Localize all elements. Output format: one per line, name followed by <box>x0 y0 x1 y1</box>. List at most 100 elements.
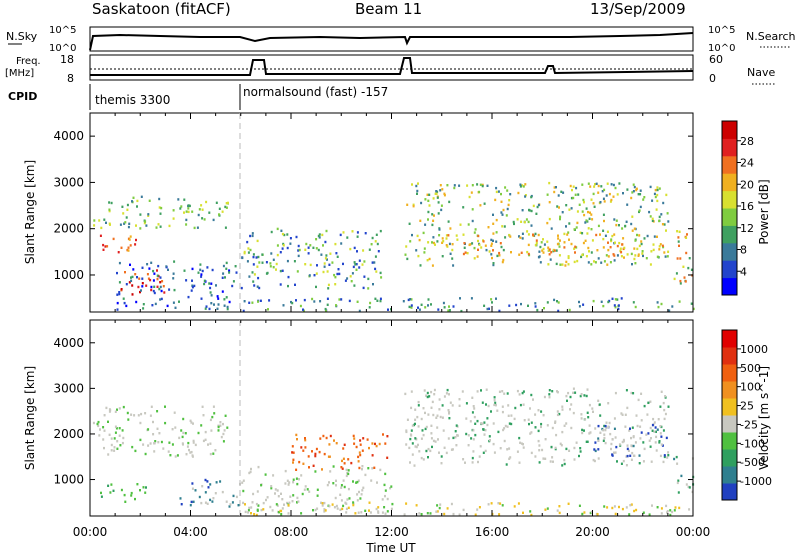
range-cell <box>478 506 481 509</box>
range-cell <box>183 211 185 214</box>
range-cell <box>325 229 328 233</box>
range-cell <box>631 263 633 266</box>
range-cell <box>584 418 587 421</box>
range-cell <box>613 304 616 307</box>
range-cell <box>366 438 369 441</box>
range-cell <box>472 450 475 453</box>
range-cell <box>214 449 217 452</box>
range-cell <box>578 305 581 308</box>
range-cell <box>140 195 143 198</box>
range-cell <box>647 432 650 435</box>
range-cell <box>161 280 164 283</box>
range-cell <box>286 479 289 482</box>
range-cell <box>591 407 594 410</box>
range-cell <box>287 483 290 486</box>
range-cell <box>410 304 413 307</box>
range-cell <box>193 226 196 230</box>
range-cell <box>496 409 499 412</box>
range-cell <box>160 297 163 301</box>
range-cell <box>153 285 156 288</box>
range-cell <box>347 506 350 509</box>
range-cell <box>610 183 613 186</box>
range-cell <box>247 247 250 250</box>
range-cell <box>456 238 459 241</box>
range-cell <box>423 251 426 254</box>
range-cell <box>189 504 192 507</box>
range-cell <box>384 494 386 498</box>
range-cell <box>569 408 571 411</box>
range-cell <box>647 401 650 404</box>
range-cell <box>688 257 691 260</box>
range-cell <box>103 429 106 432</box>
range-cell <box>561 211 564 214</box>
range-cell <box>200 273 203 276</box>
range-cell <box>128 238 131 241</box>
range-cell <box>420 417 423 421</box>
range-cell <box>588 424 591 427</box>
range-cell <box>108 410 111 413</box>
range-cell <box>367 467 370 470</box>
range-cell <box>194 489 197 492</box>
range-cell <box>152 289 155 293</box>
range-cell <box>488 307 490 310</box>
range-cell <box>333 439 335 442</box>
range-cell <box>242 501 245 505</box>
range-cell <box>543 395 546 399</box>
range-cell <box>643 447 646 451</box>
range-cell <box>553 249 556 252</box>
range-cell <box>671 510 674 514</box>
range-cell <box>423 389 426 392</box>
range-cell <box>296 438 298 441</box>
range-cell <box>298 478 300 481</box>
range-cell <box>559 442 562 445</box>
range-cell <box>409 461 411 464</box>
range-cell <box>505 214 508 217</box>
range-cell <box>684 280 687 283</box>
nave-tick-top: 60 <box>709 53 723 66</box>
range-cell <box>425 449 428 453</box>
range-cell <box>268 299 271 302</box>
range-cell <box>343 462 346 465</box>
range-cell <box>350 461 353 465</box>
colorbar-tick-label: 20 <box>740 178 754 191</box>
range-cell <box>304 446 307 449</box>
range-cell <box>492 262 495 265</box>
range-cell <box>355 445 358 449</box>
range-cell <box>676 462 679 465</box>
range-cell <box>594 449 597 453</box>
range-cell <box>361 468 363 471</box>
range-cell <box>588 403 591 407</box>
range-cell <box>587 227 590 230</box>
range-cell <box>606 263 609 266</box>
range-cell <box>308 466 310 469</box>
range-cell <box>235 495 238 499</box>
range-cell <box>604 424 607 428</box>
range-cell <box>347 472 350 476</box>
nsky-trace <box>89 32 694 51</box>
range-cell <box>181 435 184 439</box>
colorbar-swatch <box>722 330 737 348</box>
range-cell <box>110 201 113 205</box>
range-cell <box>636 424 639 428</box>
colorbar-swatch <box>722 242 737 261</box>
range-cell <box>315 272 318 275</box>
range-cell <box>134 243 137 246</box>
range-cell <box>159 225 162 228</box>
range-cell <box>519 185 522 188</box>
range-cell <box>678 300 681 303</box>
range-cell <box>659 425 662 428</box>
range-cell <box>617 307 620 311</box>
range-cell <box>572 196 575 200</box>
range-cell <box>253 273 256 276</box>
freq-label-2: [MHz] <box>5 68 34 79</box>
range-cell <box>287 502 290 506</box>
range-cell <box>257 504 260 507</box>
range-cell <box>558 245 561 248</box>
range-cell <box>390 485 393 488</box>
range-cell <box>384 512 387 515</box>
range-cell <box>664 395 667 398</box>
range-cell <box>485 388 488 391</box>
range-cell <box>494 404 497 407</box>
range-cell <box>559 263 562 266</box>
